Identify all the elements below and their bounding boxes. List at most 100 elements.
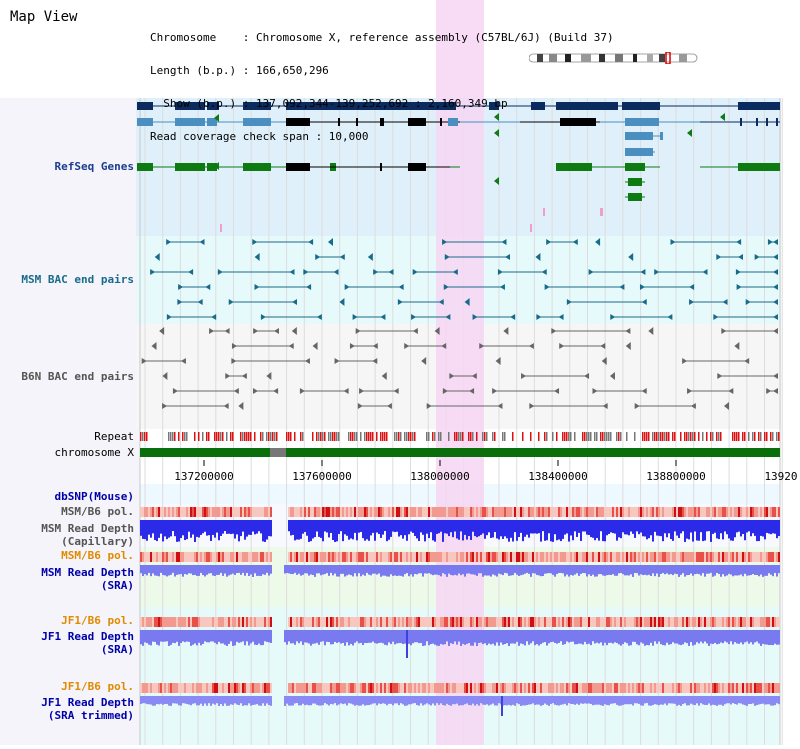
depth-bar — [674, 520, 676, 532]
depth-bar — [186, 696, 188, 705]
track-label-jf1-depth-trimmed[interactable]: JF1 Read Depth (SRA trimmed) — [41, 696, 134, 722]
pol-heat-cell — [778, 617, 780, 627]
track-label-dbsnp[interactable]: dbSNP(Mouse) — [54, 490, 134, 503]
pol-heat-cell — [308, 552, 310, 562]
pol-heat-cell — [248, 552, 250, 562]
bac-end-marker — [497, 269, 503, 275]
track-label-msm-depth-sra[interactable]: MSM Read Depth (SRA) — [41, 566, 134, 592]
depth-bar — [686, 696, 688, 706]
depth-bar — [230, 565, 232, 575]
ideogram-outline — [529, 53, 698, 63]
bac-end-marker — [178, 284, 184, 290]
depth-bar — [556, 520, 558, 541]
pol-heat-cell — [402, 617, 404, 627]
pol-heat-cell — [690, 683, 692, 693]
depth-bar — [222, 520, 224, 534]
pol-heat-cell — [662, 617, 664, 627]
pol-heat-cell — [646, 552, 648, 562]
depth-bar — [240, 520, 242, 537]
depth-bar — [436, 630, 438, 646]
track-label-jf1-b6-pol[interactable]: JF1/B6 pol. — [61, 614, 134, 627]
depth-bar — [262, 565, 264, 575]
pol-heat-cell — [380, 552, 382, 562]
depth-bar — [218, 696, 220, 706]
repeat-mark — [226, 432, 228, 441]
depth-bar — [196, 520, 198, 537]
pol-heat-cell — [210, 507, 212, 517]
depth-bar — [330, 520, 332, 533]
pol-heat-cell — [734, 507, 736, 517]
depth-bar — [184, 630, 186, 643]
pol-heat-cell — [458, 683, 460, 693]
track-label-repeat[interactable]: Repeat — [94, 430, 134, 443]
depth-bar — [574, 565, 576, 575]
track-label-msm-b6-pol[interactable]: MSM/B6 pol. — [61, 505, 134, 518]
bac-end-marker — [529, 403, 535, 409]
depth-bar — [434, 520, 436, 542]
depth-bar — [744, 520, 746, 541]
depth-bar — [404, 696, 406, 706]
strand-arrow — [214, 162, 219, 170]
pol-heat-cell — [602, 507, 604, 517]
depth-bar — [226, 630, 228, 646]
pol-heat-cell — [592, 552, 594, 562]
pol-heat-cell — [234, 683, 236, 693]
depth-bar — [144, 696, 146, 704]
track-label-b6n-bac[interactable]: B6N BAC end pairs — [21, 370, 134, 383]
bac-end-marker — [372, 343, 378, 349]
depth-bar — [746, 630, 748, 642]
pol-heat-cell — [610, 552, 612, 562]
pol-heat-cell — [268, 552, 270, 562]
pol-heat-cell — [298, 552, 300, 562]
repeat-mark — [492, 432, 494, 441]
depth-bar — [226, 696, 228, 706]
pol-heat-cell — [644, 683, 646, 693]
pol-heat-cell — [218, 507, 220, 517]
pol-heat-cell — [470, 507, 472, 517]
chromosome-ideogram[interactable] — [529, 52, 699, 64]
track-label-msm-bac[interactable]: MSM BAC end pairs — [21, 273, 134, 286]
bac-end-marker — [328, 238, 334, 246]
depth-bar — [554, 630, 556, 643]
pol-heat-cell — [646, 507, 648, 517]
bac-end-marker — [503, 327, 509, 335]
pol-heat-cell — [732, 683, 734, 693]
depth-bar — [580, 565, 582, 574]
pol-heat-cell — [646, 617, 648, 627]
depth-bar — [194, 630, 196, 644]
depth-bar — [300, 565, 302, 576]
track-label-jf1-depth-sra[interactable]: JF1 Read Depth (SRA) — [41, 630, 134, 656]
depth-bar — [330, 696, 332, 704]
pol-heat-cell — [328, 552, 330, 562]
depth-bar — [598, 630, 600, 644]
pol-heat-cell — [682, 617, 684, 627]
depth-bar — [590, 565, 592, 576]
track-label-msm-depth-capillary[interactable]: MSM Read Depth (Capillary) — [41, 522, 134, 548]
pol-heat-cell — [532, 683, 534, 693]
track-label-msm-b6-pol-2[interactable]: MSM/B6 pol. — [61, 549, 134, 562]
repeat-mark — [668, 432, 670, 441]
depth-bar — [352, 630, 354, 646]
depth-bar — [532, 565, 534, 574]
depth-bar — [706, 696, 708, 705]
repeat-mark — [562, 432, 564, 441]
pol-heat-cell — [770, 683, 772, 693]
pol-heat-cell — [464, 552, 466, 562]
pol-heat-cell — [148, 683, 150, 693]
depth-bar — [408, 565, 410, 577]
depth-bar — [234, 696, 236, 704]
track-label-refseq-genes[interactable]: RefSeq Genes — [54, 160, 134, 173]
repeat-mark — [182, 432, 184, 441]
pol-heat-cell — [728, 617, 730, 627]
pol-heat-cell — [386, 552, 388, 562]
pol-heat-cell — [266, 617, 268, 627]
track-label-jf1-b6-pol-2[interactable]: JF1/B6 pol. — [61, 680, 134, 693]
pol-heat-cell — [502, 617, 504, 627]
pol-heat-cell — [518, 683, 520, 693]
depth-bar — [688, 520, 690, 540]
depth-bar — [358, 630, 360, 644]
depth-bar — [568, 630, 570, 643]
track-label-chromosome[interactable]: chromosome X — [54, 446, 134, 459]
